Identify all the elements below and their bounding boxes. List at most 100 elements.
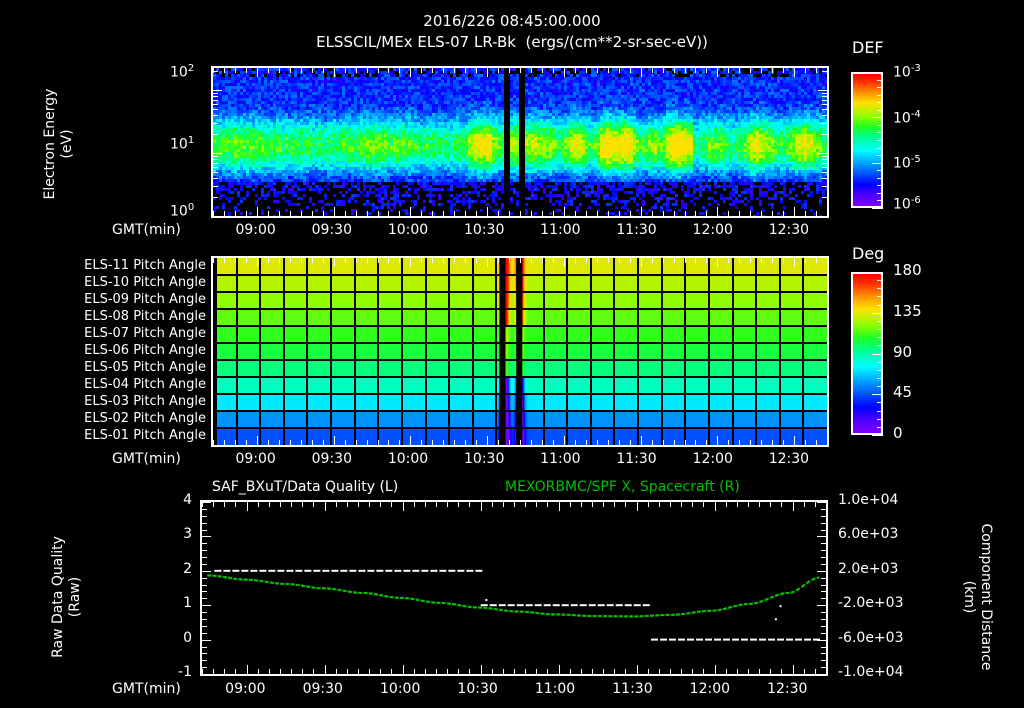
x-tick	[333, 258, 335, 267]
pitch-angle-row-label: ELS-11 Pitch Angle	[84, 257, 206, 273]
x-tick	[563, 207, 565, 216]
x-tick	[224, 502, 226, 507]
y-tick	[213, 123, 218, 124]
x-tick	[717, 207, 719, 216]
x-tick	[432, 68, 434, 73]
y-tick	[818, 216, 827, 217]
x-tick	[816, 211, 817, 216]
y-tick	[821, 522, 826, 524]
x-tick	[257, 502, 259, 507]
x-tick	[246, 502, 248, 511]
x-tick	[541, 440, 543, 445]
x-tick	[596, 440, 598, 445]
x-tick	[547, 669, 549, 674]
x-tick	[432, 440, 434, 445]
colorbar-tick	[877, 361, 883, 363]
x-tick	[410, 436, 412, 445]
x-tick	[369, 669, 371, 674]
y-tick	[822, 99, 827, 101]
x-tick	[344, 440, 346, 445]
x-tick	[695, 258, 697, 263]
x-tick	[728, 68, 730, 73]
y-tick	[817, 605, 826, 607]
x-tick	[369, 502, 371, 507]
pitch-angle-row-label: ELS-10 Pitch Angle	[84, 274, 206, 290]
y-tick	[213, 109, 218, 110]
x-tick	[761, 68, 763, 73]
y-tick	[817, 674, 826, 675]
colorbar-tick	[877, 140, 883, 141]
y-tick	[822, 186, 827, 187]
bottom-title-left: SAF_BXuT/Data Quality (L)	[212, 479, 399, 495]
colorbar-tick	[872, 162, 883, 164]
x-tick	[313, 502, 315, 507]
x-tick	[636, 502, 638, 511]
x-tick	[827, 68, 828, 73]
x-tick	[629, 68, 631, 73]
xtick-label: 10:00	[387, 222, 429, 238]
x-tick	[651, 211, 653, 216]
x-tick	[377, 68, 379, 73]
y-tick	[821, 543, 826, 545]
x-tick	[520, 440, 521, 445]
x-tick	[640, 68, 642, 77]
x-tick	[388, 68, 390, 73]
y-tick	[202, 639, 211, 641]
x-tick	[202, 502, 203, 507]
x-tick	[569, 669, 571, 674]
y-tick	[821, 563, 826, 565]
x-tick	[728, 440, 730, 445]
x-tick	[410, 258, 412, 267]
x-tick	[480, 665, 482, 674]
x-tick	[424, 502, 426, 507]
x-tick	[794, 207, 796, 216]
x-tick	[498, 258, 500, 263]
bottom-ylabel-left: Raw Data Quality (Raw)	[50, 536, 83, 658]
x-tick	[377, 211, 379, 216]
y-tick	[202, 515, 207, 517]
x-tick	[278, 211, 280, 216]
x-tick	[268, 669, 270, 674]
x-tick	[684, 68, 686, 73]
x-tick	[300, 68, 302, 73]
x-tick	[399, 258, 401, 263]
x-tick	[607, 68, 609, 73]
x-tick	[289, 211, 291, 216]
x-tick	[491, 669, 493, 674]
x-tick	[681, 502, 683, 507]
deg-tick-label: 90	[893, 342, 913, 361]
colorbar-tick	[872, 435, 883, 436]
y-tick	[821, 646, 826, 648]
x-tick	[647, 502, 649, 507]
x-tick	[684, 211, 686, 216]
y-tick	[202, 550, 207, 552]
y-tick	[821, 612, 826, 614]
x-tick	[629, 211, 631, 216]
x-tick	[476, 258, 478, 263]
x-tick	[703, 502, 705, 507]
y-tick	[202, 598, 207, 600]
x-tick	[257, 669, 259, 674]
x-tick	[640, 207, 642, 216]
x-tick	[355, 440, 357, 445]
xtick-label: 12:30	[768, 451, 810, 467]
x-tick	[246, 665, 248, 674]
x-tick	[792, 665, 794, 674]
x-tick	[531, 440, 532, 445]
colorbar-tick	[877, 304, 883, 306]
x-tick	[739, 211, 741, 216]
y-tick	[213, 115, 218, 117]
x-tick	[596, 211, 598, 216]
def-label-4: 10-4	[893, 109, 921, 127]
x-tick	[289, 258, 291, 263]
x-tick	[234, 211, 236, 216]
x-tick	[245, 211, 247, 216]
x-tick	[322, 440, 324, 445]
x-tick	[267, 258, 269, 263]
x-tick	[569, 502, 571, 507]
y-tick	[821, 515, 826, 517]
x-tick	[213, 440, 214, 445]
x-tick	[458, 502, 460, 507]
y-tick	[202, 563, 207, 565]
y-tick	[821, 598, 826, 600]
